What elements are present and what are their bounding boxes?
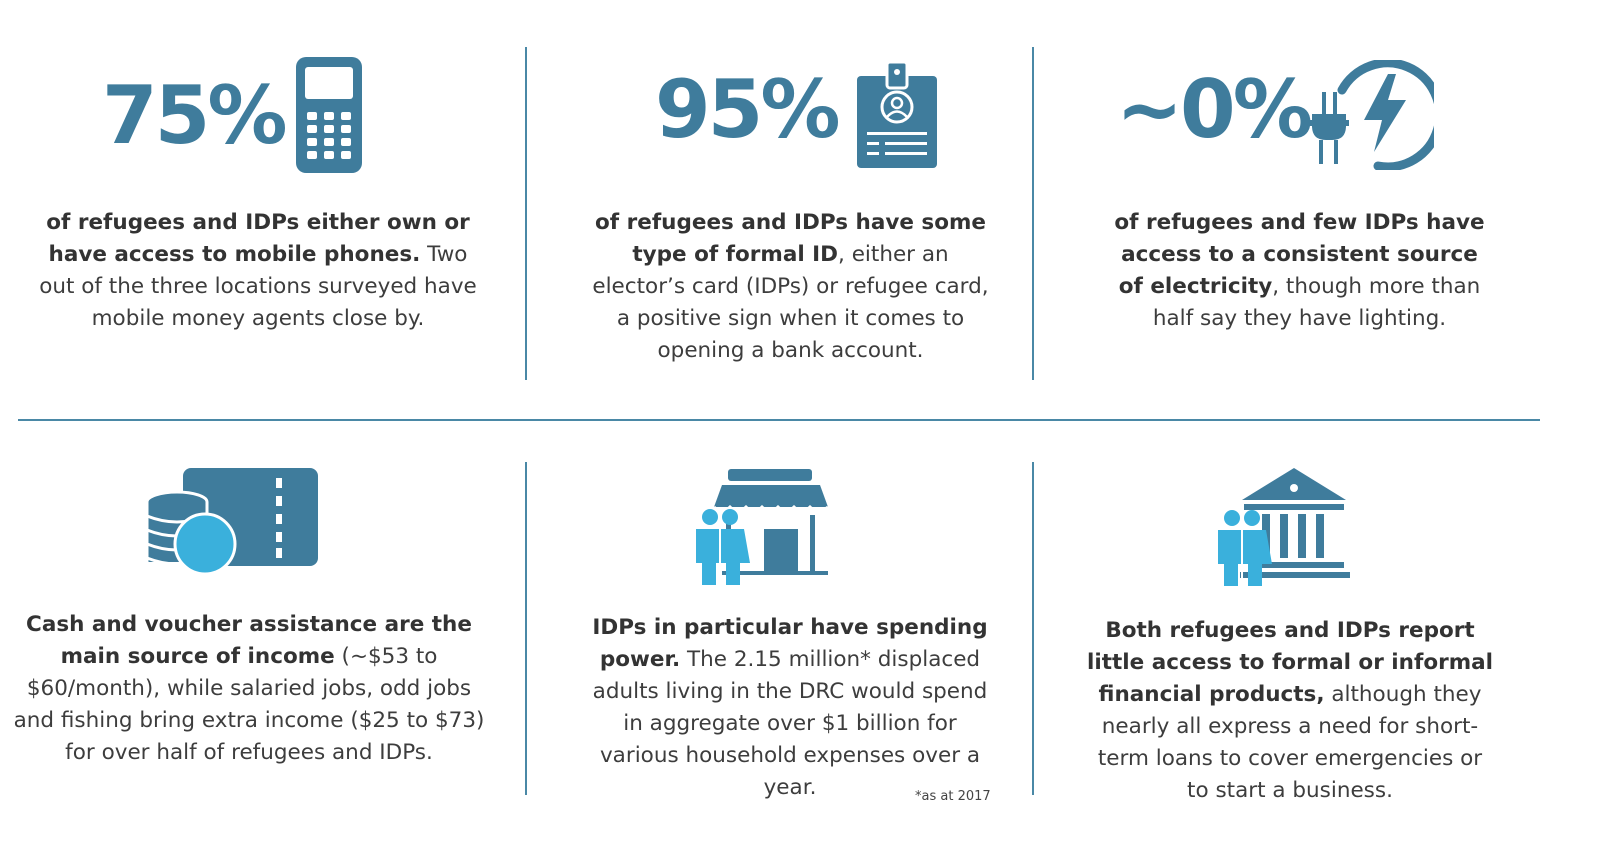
id-badge-icon: [857, 62, 937, 168]
stat-text-id: of refugees and IDPs have some type of f…: [583, 207, 998, 367]
stat-text-bold: of refugees and IDPs either own or have …: [46, 210, 470, 267]
electricity-plug-icon: [1309, 60, 1434, 170]
stat-value-id: 95%: [655, 63, 840, 156]
people-shop-icon: [696, 469, 829, 585]
divider-bottom-left: [525, 462, 527, 795]
stat-value-electricity: ~0%: [1116, 63, 1313, 156]
footnote: *as at 2017: [915, 789, 991, 804]
divider-horizontal: [18, 419, 1540, 421]
stat-text-rest: , though more than half say they have li…: [1152, 274, 1481, 331]
people-bank-icon: [1218, 468, 1350, 586]
finding-text-rest: although they nearly all express a need …: [1097, 682, 1483, 803]
stat-text-rest: , either an elector’s card (IDPs) or ref…: [592, 242, 989, 363]
finding-text-bold: Cash and voucher assistance are the main…: [26, 612, 472, 669]
stat-text-mobile: of refugees and IDPs either own or have …: [32, 207, 484, 335]
stat-text-bold: of refugees and few IDPs have access to …: [1114, 210, 1485, 299]
finding-text-income: Cash and voucher assistance are the main…: [8, 609, 490, 769]
finding-text-bold: Both refugees and IDPs report little acc…: [1087, 618, 1493, 707]
stat-text-rest: Two out of the three locations surveyed …: [39, 242, 477, 331]
divider-top-left: [525, 47, 527, 380]
finding-text-bold: IDPs in particular have spending power.: [592, 615, 988, 672]
stat-value-mobile: 75%: [102, 69, 287, 162]
stat-text-electricity: of refugees and few IDPs have access to …: [1112, 207, 1487, 335]
finding-text-rest: The 2.15 million* displaced adults livin…: [592, 647, 988, 800]
cash-voucher-icon: [145, 468, 318, 576]
finding-text-rest: (~$53 to $60/month), while salaried jobs…: [13, 644, 485, 765]
finding-text-financial: Both refugees and IDPs report little acc…: [1085, 615, 1495, 807]
stat-text-bold: of refugees and IDPs have some type of f…: [595, 210, 986, 267]
finding-text-spending: IDPs in particular have spending power. …: [585, 612, 995, 804]
mobile-phone-icon: [296, 57, 362, 173]
divider-bottom-right: [1032, 462, 1034, 795]
divider-top-right: [1032, 47, 1034, 380]
